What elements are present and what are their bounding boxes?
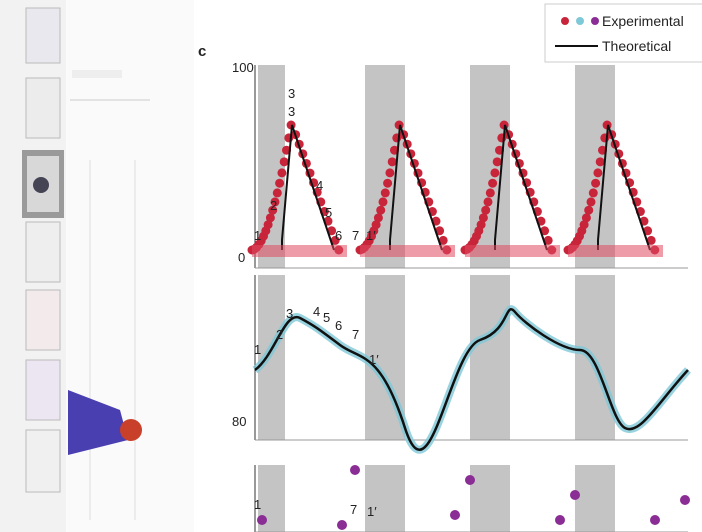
experimental-point <box>381 188 390 197</box>
baseline-bar <box>465 245 560 257</box>
experimental-point <box>479 213 488 222</box>
experimental-point <box>337 520 347 530</box>
experimental-point <box>275 179 284 188</box>
experimental-point <box>589 188 598 197</box>
experimental-point <box>385 168 394 177</box>
experimental-point <box>493 157 502 166</box>
point-label: 6 <box>335 318 342 333</box>
point-label: 5 <box>325 205 332 220</box>
experimental-point <box>383 179 392 188</box>
experimental-point <box>490 168 499 177</box>
point-label: 4 <box>313 304 320 319</box>
point-label: 1 <box>254 342 261 357</box>
point-label: 1 <box>254 497 261 512</box>
experimental-point <box>587 197 596 206</box>
point-label: 2 <box>270 198 277 213</box>
experimental-point <box>484 197 493 206</box>
experimental-point <box>379 197 388 206</box>
experimental-point <box>388 157 397 166</box>
page: {"figure":{"panel_label":"c", "legend":[… <box>0 0 702 532</box>
point-label: 3 <box>286 306 293 321</box>
side-page <box>66 0 194 532</box>
y-tick-label: 80 <box>232 414 246 429</box>
experimental-point <box>596 157 605 166</box>
experimental-point <box>277 168 286 177</box>
experimental-point <box>465 475 475 485</box>
experimental-point <box>266 213 275 222</box>
point-label: 4 <box>316 178 323 193</box>
experimental-point <box>591 179 600 188</box>
point-label: 3 <box>288 104 295 119</box>
experimental-point <box>555 515 565 525</box>
point-label: 1′ <box>367 504 377 519</box>
point-label: 1′ <box>369 352 379 367</box>
experimental-point <box>486 188 495 197</box>
panel-label: c <box>198 43 206 60</box>
gray-band <box>470 275 510 440</box>
gray-band <box>575 465 615 532</box>
experimental-point <box>450 510 460 520</box>
experimental-point <box>481 206 490 215</box>
experimental-point <box>257 515 267 525</box>
experimental-point <box>570 490 580 500</box>
y-tick-label: 100 <box>232 60 254 75</box>
point-label: 7 <box>352 228 359 243</box>
baseline-bar <box>252 245 347 257</box>
screen: cExperimentalTheoretical100080332145671′… <box>0 0 702 532</box>
experimental-point <box>584 206 593 215</box>
y-tick-label: 0 <box>238 250 245 265</box>
point-label: 5 <box>323 310 330 325</box>
gray-band <box>470 465 510 532</box>
experimental-point <box>488 179 497 188</box>
point-label: 1′ <box>366 228 376 243</box>
gray-band <box>365 465 405 532</box>
baseline-bar <box>568 245 663 257</box>
experimental-point <box>280 157 289 166</box>
point-label: 7 <box>352 327 359 342</box>
legend-label: Experimental <box>602 13 684 29</box>
baseline-bar <box>360 245 455 257</box>
point-label: 2 <box>276 327 283 342</box>
experimental-point <box>350 465 360 475</box>
experimental-point <box>273 188 282 197</box>
experimental-point <box>376 206 385 215</box>
experimental-point <box>593 168 602 177</box>
point-label: 6 <box>335 228 342 243</box>
experimental-point <box>680 495 690 505</box>
point-label: 3 <box>288 86 295 101</box>
experimental-point <box>582 213 591 222</box>
legend-label: Theoretical <box>602 38 671 54</box>
experimental-point <box>374 213 383 222</box>
point-label: 7 <box>350 502 357 517</box>
point-label: 1 <box>254 228 261 243</box>
experimental-point <box>650 515 660 525</box>
theoretical-line <box>282 125 334 250</box>
thumbnails <box>22 8 64 492</box>
